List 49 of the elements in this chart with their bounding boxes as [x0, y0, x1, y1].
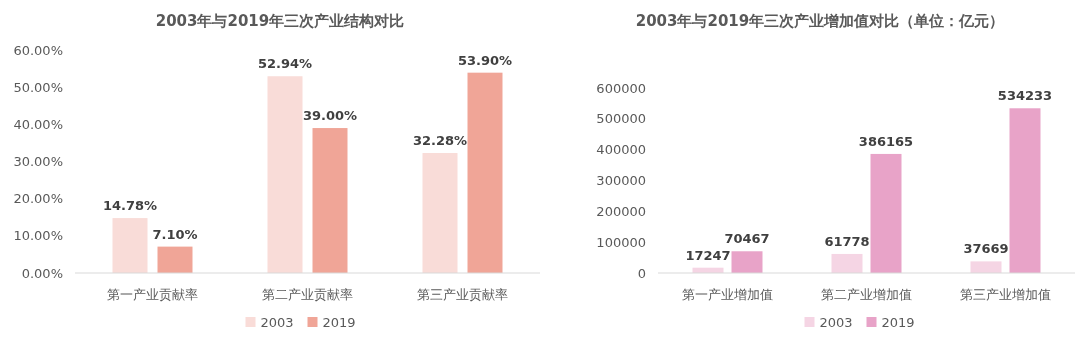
- x-tick-label: 第三产业增加值: [960, 287, 1051, 302]
- y-tick-label: 600000: [596, 80, 646, 96]
- data-label: 17247: [685, 247, 731, 263]
- y-tick-label: 500000: [596, 111, 646, 127]
- y-tick-label: 300000: [596, 173, 646, 189]
- x-tick-label: 第一产业增加值: [682, 287, 773, 302]
- bar: [1009, 108, 1041, 273]
- data-label: 14.78%: [102, 198, 158, 214]
- data-label: 37669: [963, 241, 1009, 257]
- y-tick-label: 20.00%: [13, 191, 63, 207]
- y-tick-label: 10.00%: [13, 228, 63, 244]
- bar: [731, 251, 763, 273]
- x-tick-label: 第三产业贡献率: [417, 287, 508, 302]
- data-label: 534233: [997, 88, 1053, 104]
- legend-label: 2003: [819, 315, 853, 330]
- legend-label: 2003: [260, 315, 294, 330]
- data-label: 32.28%: [412, 133, 468, 149]
- legend-label: 2019: [881, 315, 915, 330]
- chart-title: 2003年与2019年三次产业结构对比: [155, 12, 405, 30]
- y-tick-label: 0: [637, 265, 646, 281]
- x-tick-label: 第一产业贡献率: [107, 287, 198, 302]
- y-tick-label: 0.00%: [21, 265, 63, 281]
- data-label: 7.10%: [152, 226, 198, 242]
- bar: [970, 261, 1002, 273]
- y-tick-label: 400000: [596, 142, 646, 158]
- data-label: 61778: [824, 233, 870, 249]
- data-label: 53.90%: [457, 52, 513, 68]
- x-tick-label: 第二产业增加值: [821, 287, 912, 302]
- y-tick-label: 60.00%: [13, 42, 63, 58]
- chart-title: 2003年与2019年三次产业增加值对比（单位：亿元）: [635, 12, 1005, 30]
- data-label: 70467: [724, 231, 770, 247]
- y-tick-label: 30.00%: [13, 154, 63, 170]
- y-tick-label: 200000: [596, 203, 646, 219]
- bar: [267, 76, 303, 273]
- y-tick-label: 100000: [596, 234, 646, 250]
- bar: [112, 218, 148, 273]
- y-tick-label: 40.00%: [13, 116, 63, 132]
- bar: [157, 246, 193, 273]
- bar: [831, 253, 863, 273]
- bar: [312, 128, 348, 273]
- y-tick-label: 50.00%: [13, 79, 63, 95]
- legend-label: 2019: [322, 315, 356, 330]
- x-tick-label: 第二产业贡献率: [262, 287, 353, 302]
- bar: [422, 153, 458, 273]
- bar: [870, 153, 902, 273]
- bar: [467, 72, 503, 273]
- data-label: 52.94%: [257, 56, 313, 72]
- data-label: 39.00%: [302, 108, 358, 124]
- data-label: 386165: [858, 133, 914, 149]
